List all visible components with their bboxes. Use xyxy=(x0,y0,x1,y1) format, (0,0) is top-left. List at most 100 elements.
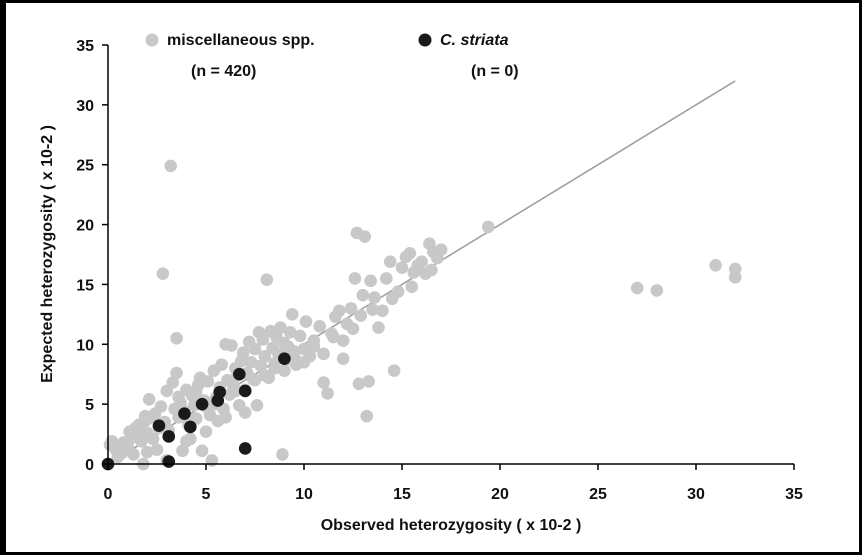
legend-n-miscellaneous: (n = 420) xyxy=(191,63,256,80)
data-point-miscellaneous xyxy=(256,333,270,346)
data-point-miscellaneous xyxy=(166,376,179,389)
y-axis-title: Expected heterozygosity ( x 10-2 ) xyxy=(39,125,56,383)
x-tick-label: 15 xyxy=(393,486,411,503)
data-point-miscellaneous xyxy=(348,272,362,285)
data-point-miscellaneous xyxy=(283,326,297,339)
data-point-miscellaneous xyxy=(260,273,274,286)
data-point-miscellaneous xyxy=(352,377,366,391)
y-tick-label: 20 xyxy=(76,218,94,235)
y-tick-label: 35 xyxy=(76,38,94,55)
data-point-c-striata xyxy=(238,442,252,455)
data-point-miscellaneous xyxy=(258,369,272,382)
data-point-miscellaneous xyxy=(360,409,374,423)
data-point-miscellaneous xyxy=(313,320,326,333)
data-point-miscellaneous xyxy=(156,267,170,280)
data-point-miscellaneous xyxy=(709,258,722,272)
data-point-miscellaneous xyxy=(395,261,409,274)
data-point-miscellaneous xyxy=(244,355,258,369)
data-point-miscellaneous xyxy=(172,390,185,404)
data-point-miscellaneous xyxy=(630,281,644,295)
data-point-miscellaneous xyxy=(728,270,742,284)
x-tick-label: 5 xyxy=(202,486,211,503)
data-point-miscellaneous xyxy=(354,309,368,322)
data-point-miscellaneous xyxy=(297,355,311,369)
data-point-miscellaneous xyxy=(138,409,152,423)
data-point-miscellaneous xyxy=(481,220,495,234)
data-point-miscellaneous xyxy=(238,406,252,419)
data-point-miscellaneous xyxy=(215,358,228,371)
y-tick-label: 5 xyxy=(85,397,94,414)
data-point-miscellaneous xyxy=(276,448,289,461)
data-point-miscellaneous xyxy=(170,332,183,345)
data-point-miscellaneous xyxy=(385,292,399,306)
data-point-miscellaneous xyxy=(250,399,264,412)
x-tick-label: 20 xyxy=(491,486,509,503)
data-point-miscellaneous xyxy=(287,351,301,364)
data-point-miscellaneous xyxy=(299,315,313,328)
data-point-c-striata xyxy=(233,367,246,381)
data-point-miscellaneous xyxy=(358,230,372,243)
x-axis-title: Observed heterozygosity ( x 10-2 ) xyxy=(321,517,582,534)
data-point-miscellaneous xyxy=(258,349,272,363)
data-point-miscellaneous xyxy=(199,425,213,438)
data-point-miscellaneous xyxy=(366,303,379,316)
data-point-miscellaneous xyxy=(127,448,140,461)
data-point-miscellaneous xyxy=(317,347,330,361)
data-point-miscellaneous xyxy=(142,393,156,406)
data-point-miscellaneous xyxy=(380,272,393,285)
data-point-miscellaneous xyxy=(434,243,448,257)
data-point-miscellaneous xyxy=(346,322,360,336)
data-point-miscellaneous xyxy=(154,400,168,413)
data-point-miscellaneous xyxy=(364,274,377,288)
data-point-miscellaneous xyxy=(170,366,183,380)
data-point-miscellaneous xyxy=(332,304,346,318)
data-point-miscellaneous xyxy=(356,288,370,302)
data-point-miscellaneous xyxy=(201,375,215,388)
data-point-miscellaneous xyxy=(372,321,385,334)
y-tick-label: 30 xyxy=(76,98,94,115)
data-point-miscellaneous xyxy=(274,321,287,334)
data-point-miscellaneous xyxy=(176,444,189,458)
data-point-miscellaneous xyxy=(650,284,664,297)
data-point-miscellaneous xyxy=(387,364,401,377)
data-point-c-striata xyxy=(178,407,191,421)
data-point-miscellaneous xyxy=(113,444,127,458)
series-layer xyxy=(101,159,742,471)
data-point-miscellaneous xyxy=(376,304,389,318)
data-point-c-striata xyxy=(278,352,291,365)
data-point-c-striata xyxy=(162,430,176,443)
legend: miscellaneous spp. (n = 420) C. striata … xyxy=(145,32,519,80)
y-tick-label: 10 xyxy=(76,337,94,354)
data-point-miscellaneous xyxy=(236,346,250,359)
data-point-miscellaneous xyxy=(383,255,397,268)
y-tick-label: 25 xyxy=(76,158,94,175)
data-point-miscellaneous xyxy=(368,291,381,304)
data-point-miscellaneous xyxy=(336,334,350,347)
data-point-miscellaneous xyxy=(415,255,428,268)
axis-layer xyxy=(107,45,794,465)
legend-n-c-striata: (n = 0) xyxy=(471,63,519,80)
data-point-miscellaneous xyxy=(405,280,419,294)
x-tick-label: 30 xyxy=(687,486,705,503)
data-point-miscellaneous xyxy=(344,302,358,315)
data-point-c-striata xyxy=(238,384,252,398)
data-point-miscellaneous xyxy=(189,385,203,399)
x-tick-label: 25 xyxy=(589,486,607,503)
x-tick-label: 10 xyxy=(295,486,313,503)
data-point-miscellaneous xyxy=(219,411,232,424)
legend-label-miscellaneous: miscellaneous spp. xyxy=(167,32,315,49)
data-point-miscellaneous xyxy=(268,361,281,375)
legend-marker-miscellaneous xyxy=(145,33,159,47)
x-tick-label: 35 xyxy=(785,486,803,503)
data-point-miscellaneous xyxy=(205,454,219,467)
data-point-miscellaneous xyxy=(403,247,417,260)
legend-label-c-striata: C. striata xyxy=(440,32,509,49)
data-point-miscellaneous xyxy=(229,384,242,398)
data-point-miscellaneous xyxy=(336,352,350,365)
data-point-miscellaneous xyxy=(425,263,438,277)
data-point-c-striata xyxy=(162,455,176,468)
data-point-miscellaneous xyxy=(327,330,340,344)
tick-layer: 0 5 10 15 20 25 30 35 0 5 10 15 20 25 30 35 xyxy=(76,38,803,503)
data-point-miscellaneous xyxy=(248,373,262,387)
